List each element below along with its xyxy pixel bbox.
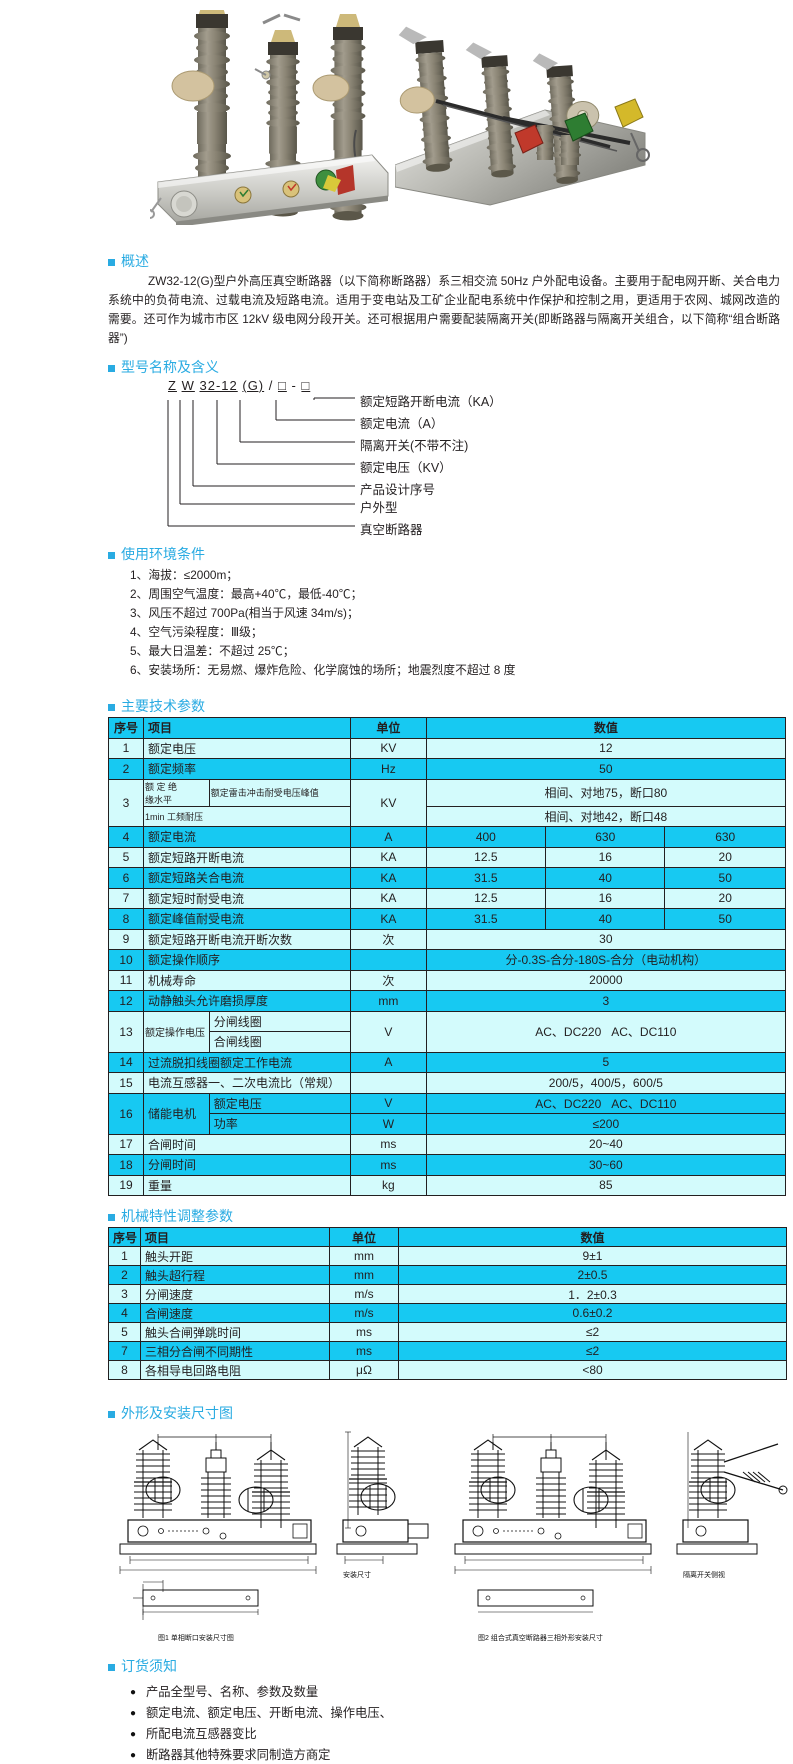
svg-text:隔离开关侧视: 隔离开关侧视 xyxy=(683,1570,725,1579)
svg-text:图2 组合式真空断路器三相外形安装尺寸: 图2 组合式真空断路器三相外形安装尺寸 xyxy=(478,1633,603,1642)
svg-text:安装尺寸: 安装尺寸 xyxy=(343,1570,371,1579)
svg-text:图1 单相断口安装尺寸图: 图1 单相断口安装尺寸图 xyxy=(158,1633,234,1642)
